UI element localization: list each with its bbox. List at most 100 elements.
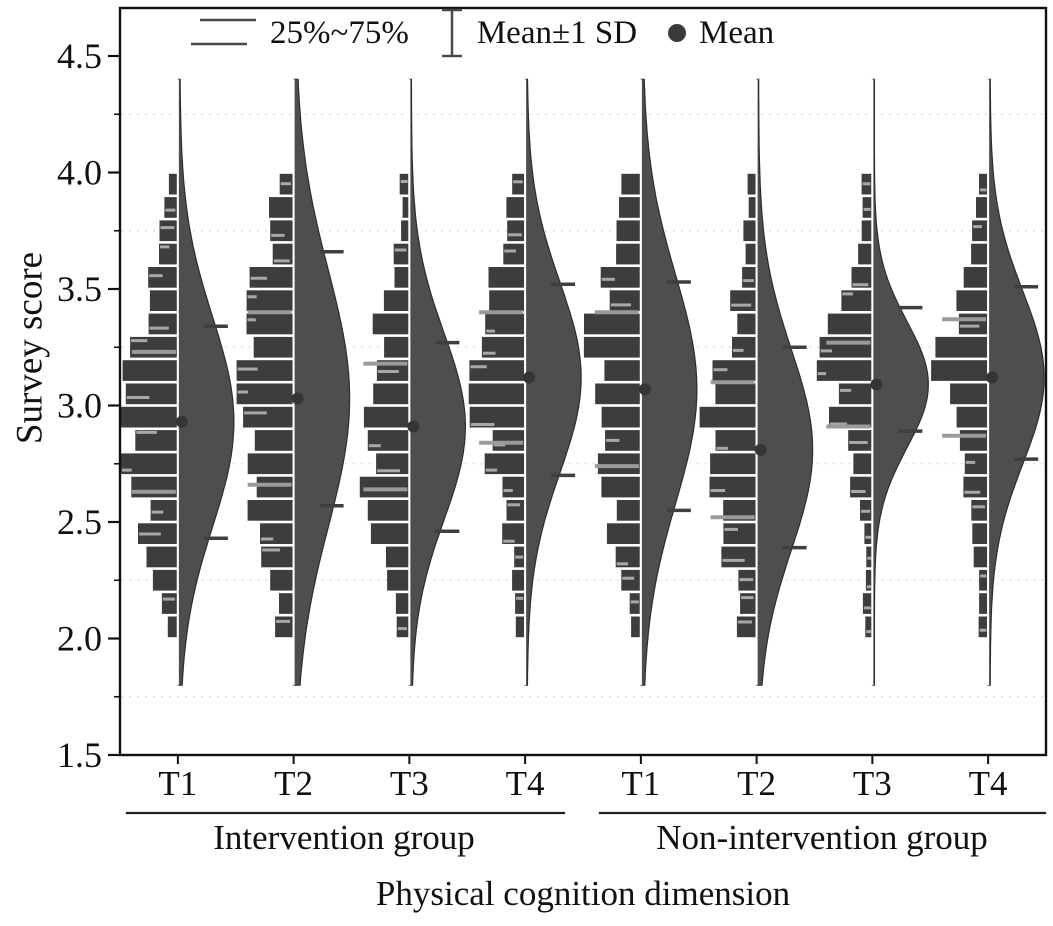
histogram-bar [148, 313, 177, 335]
histogram-bar [600, 267, 640, 288]
histogram-bar [737, 313, 756, 335]
group-label-non-intervention: Non-intervention group [656, 818, 988, 857]
histogram-bar [383, 290, 409, 311]
histogram-bar [597, 453, 640, 475]
violin-density [177, 78, 235, 686]
histogram-bar [152, 569, 177, 591]
legend-label-quartiles: 25%~75% [270, 14, 409, 51]
svg-text:1.5: 1.5 [57, 735, 102, 775]
histogram-bar [469, 360, 525, 381]
violin-T1-non-intervention: T1 [583, 78, 698, 803]
histogram-bar [715, 383, 756, 405]
svg-text:3.0: 3.0 [57, 386, 102, 426]
violin-T4-non-intervention: T4 [931, 78, 1045, 803]
histogram-bar [604, 360, 640, 381]
histogram-bar [721, 546, 756, 568]
histogram-bar [236, 383, 293, 405]
histogram-bar [489, 290, 525, 311]
histogram-bar [865, 616, 872, 638]
group-label-intervention: Intervention group [213, 818, 475, 857]
legend-item-quartiles: 25%~75% [188, 7, 409, 59]
histogram-bar [710, 453, 756, 475]
histogram-bar [712, 360, 756, 381]
violin-T2-intervention: T2 [236, 78, 351, 803]
histogram-bar [387, 569, 409, 591]
histogram-bar [709, 476, 756, 498]
violin-density [524, 78, 582, 686]
mean-dot [754, 443, 767, 456]
y-axis-title: Survey score [9, 251, 51, 445]
histogram-bar [972, 220, 988, 242]
histogram-bar [935, 336, 988, 358]
histogram-bar [978, 616, 988, 638]
histogram-bar [963, 476, 988, 498]
svg-text:3.5: 3.5 [57, 269, 102, 309]
histogram-bar [502, 476, 525, 498]
histogram-bar [254, 430, 293, 451]
histogram-bar [979, 569, 988, 591]
chart-legend: 25%~75% Mean±1 SD Mean [188, 4, 774, 62]
histogram-bar [736, 616, 756, 638]
histogram-bar [373, 383, 409, 405]
histogram-bar [976, 197, 988, 218]
histogram-bar [979, 593, 988, 614]
histogram-bar [972, 523, 988, 544]
histogram-bar [506, 197, 525, 218]
histogram-bar [249, 267, 293, 288]
histogram-bar [135, 430, 177, 451]
mean-dot [870, 378, 883, 391]
histogram-bar [699, 406, 756, 428]
histogram-bar [394, 267, 409, 288]
histogram-bar [125, 383, 177, 405]
histogram-bar [853, 453, 872, 475]
histogram-bar [515, 616, 525, 638]
histogram-bar [367, 500, 409, 521]
histogram-bar [359, 476, 409, 498]
histogram-bar [270, 569, 293, 591]
histogram-bar [247, 453, 293, 475]
histogram-bar [515, 593, 525, 614]
violin-density [293, 78, 351, 686]
histogram-bar [253, 336, 293, 358]
histogram-bar [629, 593, 640, 614]
histogram-bar [956, 406, 988, 428]
violin-T1-intervention: T1 [120, 78, 235, 803]
svg-text:T2: T2 [737, 764, 776, 803]
histogram-bar [159, 243, 177, 265]
mean-dot [523, 371, 536, 384]
histogram-bar [861, 220, 872, 242]
histogram-bar [503, 243, 525, 265]
histogram-bar [584, 313, 640, 335]
histogram-bar [931, 360, 988, 381]
violin-T3-non-intervention: T3 [816, 78, 929, 803]
histogram-bar [616, 243, 640, 265]
histogram-bar [488, 267, 525, 288]
histogram-bar [260, 523, 293, 544]
histogram-bar [723, 523, 756, 544]
mean-dot-icon [668, 24, 687, 42]
histogram-bar [393, 243, 409, 265]
histogram-bar [979, 173, 988, 195]
histogram-bar [469, 406, 525, 428]
histogram-bar [851, 267, 872, 288]
histogram-bar [827, 313, 872, 335]
histogram-bar [150, 500, 177, 521]
histogram-bar [583, 336, 640, 358]
histogram-bar [167, 616, 177, 638]
legend-label-mean-sd: Mean±1 SD [476, 14, 638, 51]
histogram-bar [742, 267, 756, 288]
legend-label-mean: Mean [699, 14, 775, 51]
histogram-bar [595, 383, 640, 405]
histogram-bar [838, 383, 872, 405]
histogram-bar [256, 476, 293, 498]
histogram-bar [146, 546, 177, 568]
histogram-bar [269, 197, 293, 218]
violin-density [640, 78, 698, 686]
histogram-bar [973, 546, 988, 568]
histogram-bar [485, 313, 525, 335]
svg-text:T1: T1 [158, 764, 197, 803]
histogram-bar [507, 220, 525, 242]
histogram-bar [161, 593, 177, 614]
histogram-bar [964, 453, 988, 475]
